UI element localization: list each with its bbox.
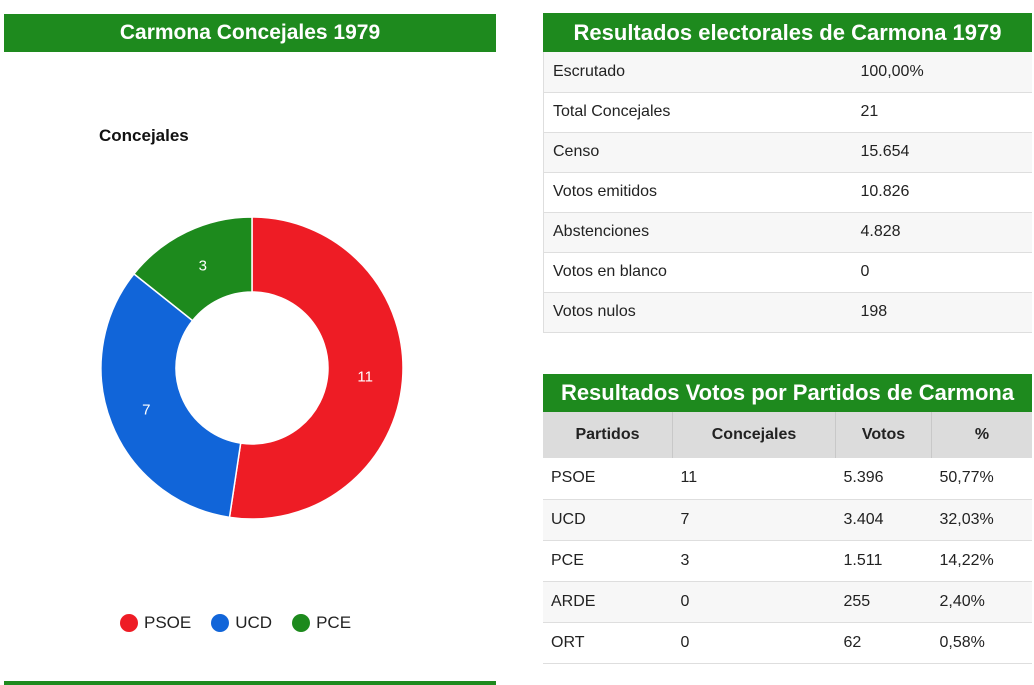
column-header-partidos: Partidos xyxy=(543,412,673,458)
column-header-votos: Votos xyxy=(835,412,932,458)
summary-value: 4.828 xyxy=(851,212,1032,253)
table-row: Censo 15.654 xyxy=(543,132,1032,173)
summary-value: 21 xyxy=(851,92,1032,133)
party-votes: 5.396 xyxy=(835,458,932,500)
parties-table: Partidos Concejales Votos % PSOE 11 5.396 5… xyxy=(543,412,1032,664)
party-name: PCE xyxy=(543,540,673,582)
column-header-concejales: Concejales xyxy=(672,412,836,458)
party-votes: 62 xyxy=(835,622,932,664)
party-percent: 14,22% xyxy=(931,540,1032,582)
party-votes: 3.404 xyxy=(835,499,932,541)
slice-label-psoe: 11 xyxy=(357,368,373,385)
slice-label-pce: 3 xyxy=(199,258,207,275)
summary-label: Votos en blanco xyxy=(543,252,852,293)
legend-marker xyxy=(120,614,138,632)
legend-label: PSOE xyxy=(144,613,192,632)
table-row: Total Concejales 21 xyxy=(543,92,1032,133)
summary-label: Abstenciones xyxy=(543,212,852,253)
party-name: ORT xyxy=(543,622,673,664)
party-votes: 255 xyxy=(835,581,932,623)
table-row: UCD 7 3.404 32,03% xyxy=(543,499,1032,541)
table-row: PSOE 11 5.396 50,77% xyxy=(543,458,1032,500)
party-seats: 0 xyxy=(672,581,836,623)
table-row: ARDE 0 255 2,40% xyxy=(543,581,1032,623)
slice-label-ucd: 7 xyxy=(142,401,150,418)
summary-label: Censo xyxy=(543,132,852,173)
chart-panel-title: Carmona Concejales 1979 xyxy=(4,14,496,52)
party-seats: 3 xyxy=(672,540,836,582)
party-seats: 11 xyxy=(672,458,836,500)
table-row: Abstenciones 4.828 xyxy=(543,212,1032,253)
column-header-percent: % xyxy=(931,412,1032,458)
chart-title: Concejales xyxy=(99,126,189,145)
summary-value: 10.826 xyxy=(851,172,1032,213)
table-row: ORT 0 62 0,58% xyxy=(543,622,1032,664)
party-name: PSOE xyxy=(543,458,673,500)
party-percent: 0,58% xyxy=(931,622,1032,664)
summary-title: Resultados electorales de Carmona 1979 xyxy=(543,13,1032,52)
legend-item-psoe[interactable]: PSOE xyxy=(120,613,191,633)
party-seats: 0 xyxy=(672,622,836,664)
legend-label: UCD xyxy=(235,613,273,632)
party-percent: 50,77% xyxy=(931,458,1032,500)
summary-table: Escrutado 100,00% Total Concejales 21 Cens… xyxy=(543,52,1032,333)
summary-value: 0 xyxy=(851,252,1032,293)
donut-slice-ucd[interactable] xyxy=(100,272,242,519)
table-row: Votos nulos 198 xyxy=(543,292,1032,333)
party-percent: 2,40% xyxy=(931,581,1032,623)
party-votes: 1.511 xyxy=(835,540,932,582)
summary-value: 15.654 xyxy=(851,132,1032,173)
panel-bottom-border xyxy=(4,681,496,685)
summary-value: 100,00% xyxy=(851,52,1032,93)
table-header-row: Partidos Concejales Votos % xyxy=(543,412,1032,458)
table-row: Votos en blanco 0 xyxy=(543,252,1032,293)
table-row: Escrutado 100,00% xyxy=(543,52,1032,93)
summary-label: Escrutado xyxy=(543,52,852,93)
summary-label: Votos emitidos xyxy=(543,172,852,213)
table-row: Votos emitidos 10.826 xyxy=(543,172,1032,213)
legend-item-pce[interactable]: PCE xyxy=(292,613,351,633)
legend-marker xyxy=(211,614,230,632)
party-percent: 32,03% xyxy=(931,499,1032,541)
party-seats: 7 xyxy=(672,499,836,541)
summary-value: 198 xyxy=(851,292,1032,333)
donut-slice-psoe[interactable] xyxy=(228,216,404,520)
party-name: ARDE xyxy=(543,581,673,623)
chart-legend: PSOE UCD PCE xyxy=(120,610,371,636)
table-row: PCE 3 1.511 14,22% xyxy=(543,540,1032,582)
summary-label: Votos nulos xyxy=(543,292,852,333)
donut-slice-pce[interactable] xyxy=(132,216,253,322)
parties-title: Resultados Votos por Partidos de Carmona xyxy=(543,374,1032,412)
legend-marker xyxy=(292,614,311,632)
summary-label: Total Concejales xyxy=(543,92,852,133)
legend-item-ucd[interactable]: UCD xyxy=(211,613,272,633)
legend-label: PCE xyxy=(316,613,352,632)
donut-chart: 11 7 3 xyxy=(100,216,404,520)
party-name: UCD xyxy=(543,499,673,541)
